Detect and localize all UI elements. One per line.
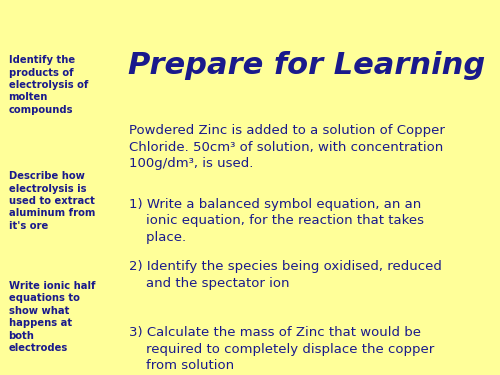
Text: Electrolysis of Molten Compounds: Electrolysis of Molten Compounds — [137, 7, 363, 20]
Text: Describe how
electrolysis is
used to extract
aluminum from
it's ore: Describe how electrolysis is used to ext… — [8, 171, 95, 231]
Text: 2) Identify the species being oxidised, reduced
    and the spectator ion: 2) Identify the species being oxidised, … — [129, 260, 442, 290]
Text: Prepare for Learning: Prepare for Learning — [128, 51, 486, 80]
Text: 8/19/20: 8/19/20 — [10, 7, 58, 20]
Text: Powdered Zinc is added to a solution of Copper
Chloride. 50cm³ of solution, with: Powdered Zinc is added to a solution of … — [129, 124, 445, 171]
Text: Identify the
products of
electrolysis of
molten
compounds: Identify the products of electrolysis of… — [8, 55, 88, 115]
Text: Write ionic half
equations to
show what
happens at
both
electrodes: Write ionic half equations to show what … — [8, 281, 95, 353]
Text: 3) Calculate the mass of Zinc that would be
    required to completely displace : 3) Calculate the mass of Zinc that would… — [129, 326, 434, 372]
Text: 1) Write a balanced symbol equation, an an
    ionic equation, for the reaction : 1) Write a balanced symbol equation, an … — [129, 198, 424, 243]
